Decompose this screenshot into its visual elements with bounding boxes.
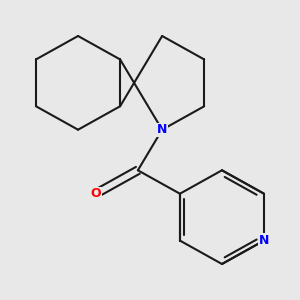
Text: N: N	[259, 234, 269, 247]
Text: N: N	[157, 123, 167, 136]
Text: O: O	[91, 187, 101, 200]
